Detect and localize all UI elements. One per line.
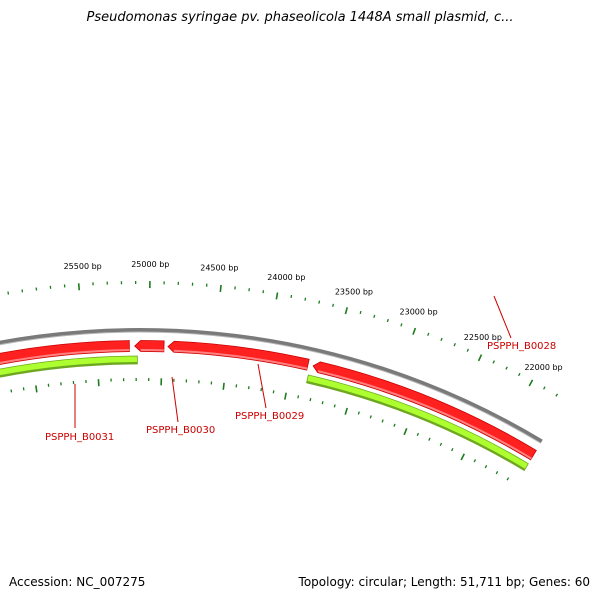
inner-scale-tick [460, 453, 465, 461]
inner-scale-tick [393, 423, 396, 427]
gene-arrow[interactable] [312, 361, 537, 461]
inner-scale-tick [451, 447, 454, 452]
outer-scale-tick [466, 348, 470, 352]
gene-label: PSPPH_B0028 [487, 341, 556, 352]
scale-label: 24000 bp [267, 273, 305, 282]
outer-scale-tick [412, 327, 417, 335]
inner-scale-tick [506, 477, 510, 481]
inner-scale-tick [222, 382, 225, 390]
outer-scale-tick [344, 307, 348, 315]
inner-scale-tick [381, 419, 384, 423]
gene-arrow-shade [0, 349, 130, 365]
gene-pspph_b0028[interactable]: PSPPH_B0028 [312, 295, 556, 461]
gene-pspph_b0031[interactable]: PSPPH_B0031 [0, 340, 130, 443]
outer-scale-tick [304, 297, 307, 301]
inner-scale-tick [10, 389, 13, 393]
outer-scale-tick [219, 284, 222, 293]
scale-label: 22500 bp [464, 333, 502, 342]
inner-scale-tick [357, 411, 360, 415]
outer-scale-tick [477, 354, 483, 362]
scale-label: 25000 bp [131, 260, 169, 269]
outer-scale-tick [386, 318, 389, 323]
feature-band-shadow [306, 380, 526, 471]
inner-scale-tick [284, 392, 287, 400]
outer-scale-tick [440, 337, 443, 342]
gene-label: PSPPH_B0031 [45, 432, 114, 443]
inner-scale-tick [309, 398, 312, 402]
inner-scale-tick [35, 385, 38, 393]
gene-label-leader [171, 376, 179, 423]
inner-scale-tick [369, 415, 372, 419]
accession-text: Accession: NC_007275 [9, 575, 146, 589]
outer-scale-tick [505, 366, 508, 370]
inner-scale-tick [439, 442, 443, 446]
scale-label: 25500 bp [64, 262, 102, 271]
outer-scale-tick [555, 393, 559, 397]
gene-label: PSPPH_B0029 [235, 411, 304, 422]
outer-scale-tick [359, 310, 362, 315]
scale-label: 23500 bp [335, 288, 373, 297]
inner-scale-tick [416, 432, 420, 437]
inner-scale-tick [333, 404, 336, 408]
inner-scale-tick [321, 401, 324, 405]
outer-scale-tick [332, 303, 335, 307]
outer-scale-tick [290, 294, 293, 299]
map-title: Pseudomonas syringae pv. phaseolicola 14… [86, 10, 514, 25]
inner-scale-tick [297, 395, 300, 399]
backbone-circle [0, 328, 543, 444]
outer-scale-tick [543, 386, 546, 390]
scale-label: 24500 bp [200, 264, 238, 273]
gene-label-leader [493, 295, 512, 339]
outer-scale-tick [400, 323, 403, 327]
gene-label: PSPPH_B0030 [146, 425, 215, 436]
outer-scale-tick [453, 343, 456, 347]
topology-text: Topology: circular; Length: 51,711 bp; G… [298, 575, 590, 589]
inner-scale-tick [428, 437, 431, 441]
backbone-highlight [0, 331, 541, 444]
outer-scale-tick [275, 292, 279, 300]
scale-label: 22000 bp [524, 363, 562, 372]
inner-scale-tick [484, 464, 488, 469]
outer-scale-tick [518, 372, 521, 377]
inner-scale-tick [495, 471, 499, 475]
scale-label: 23000 bp [400, 307, 438, 316]
feature-band-2 [306, 374, 529, 472]
gene-arrow-shade [173, 349, 308, 370]
gene-pspph_b0029[interactable]: PSPPH_B0029 [167, 340, 310, 422]
gene-arrow-shade [317, 370, 532, 460]
outer-scale-tick [528, 379, 534, 387]
outer-scale-tick [373, 314, 376, 318]
inner-scale-tick [272, 390, 275, 394]
gene-label-leader [257, 363, 267, 409]
outer-scale-tick [427, 332, 430, 336]
gene-pspph_b0030[interactable]: PSPPH_B0030 [134, 340, 216, 436]
inner-scale-tick [403, 428, 408, 436]
outer-scale-tick [492, 360, 495, 364]
inner-scale-tick [344, 407, 348, 415]
inner-scale-tick [473, 459, 477, 463]
outer-scale-tick [318, 300, 321, 304]
feature-band-shadow [0, 362, 138, 378]
outer-scale-tick [77, 283, 81, 291]
